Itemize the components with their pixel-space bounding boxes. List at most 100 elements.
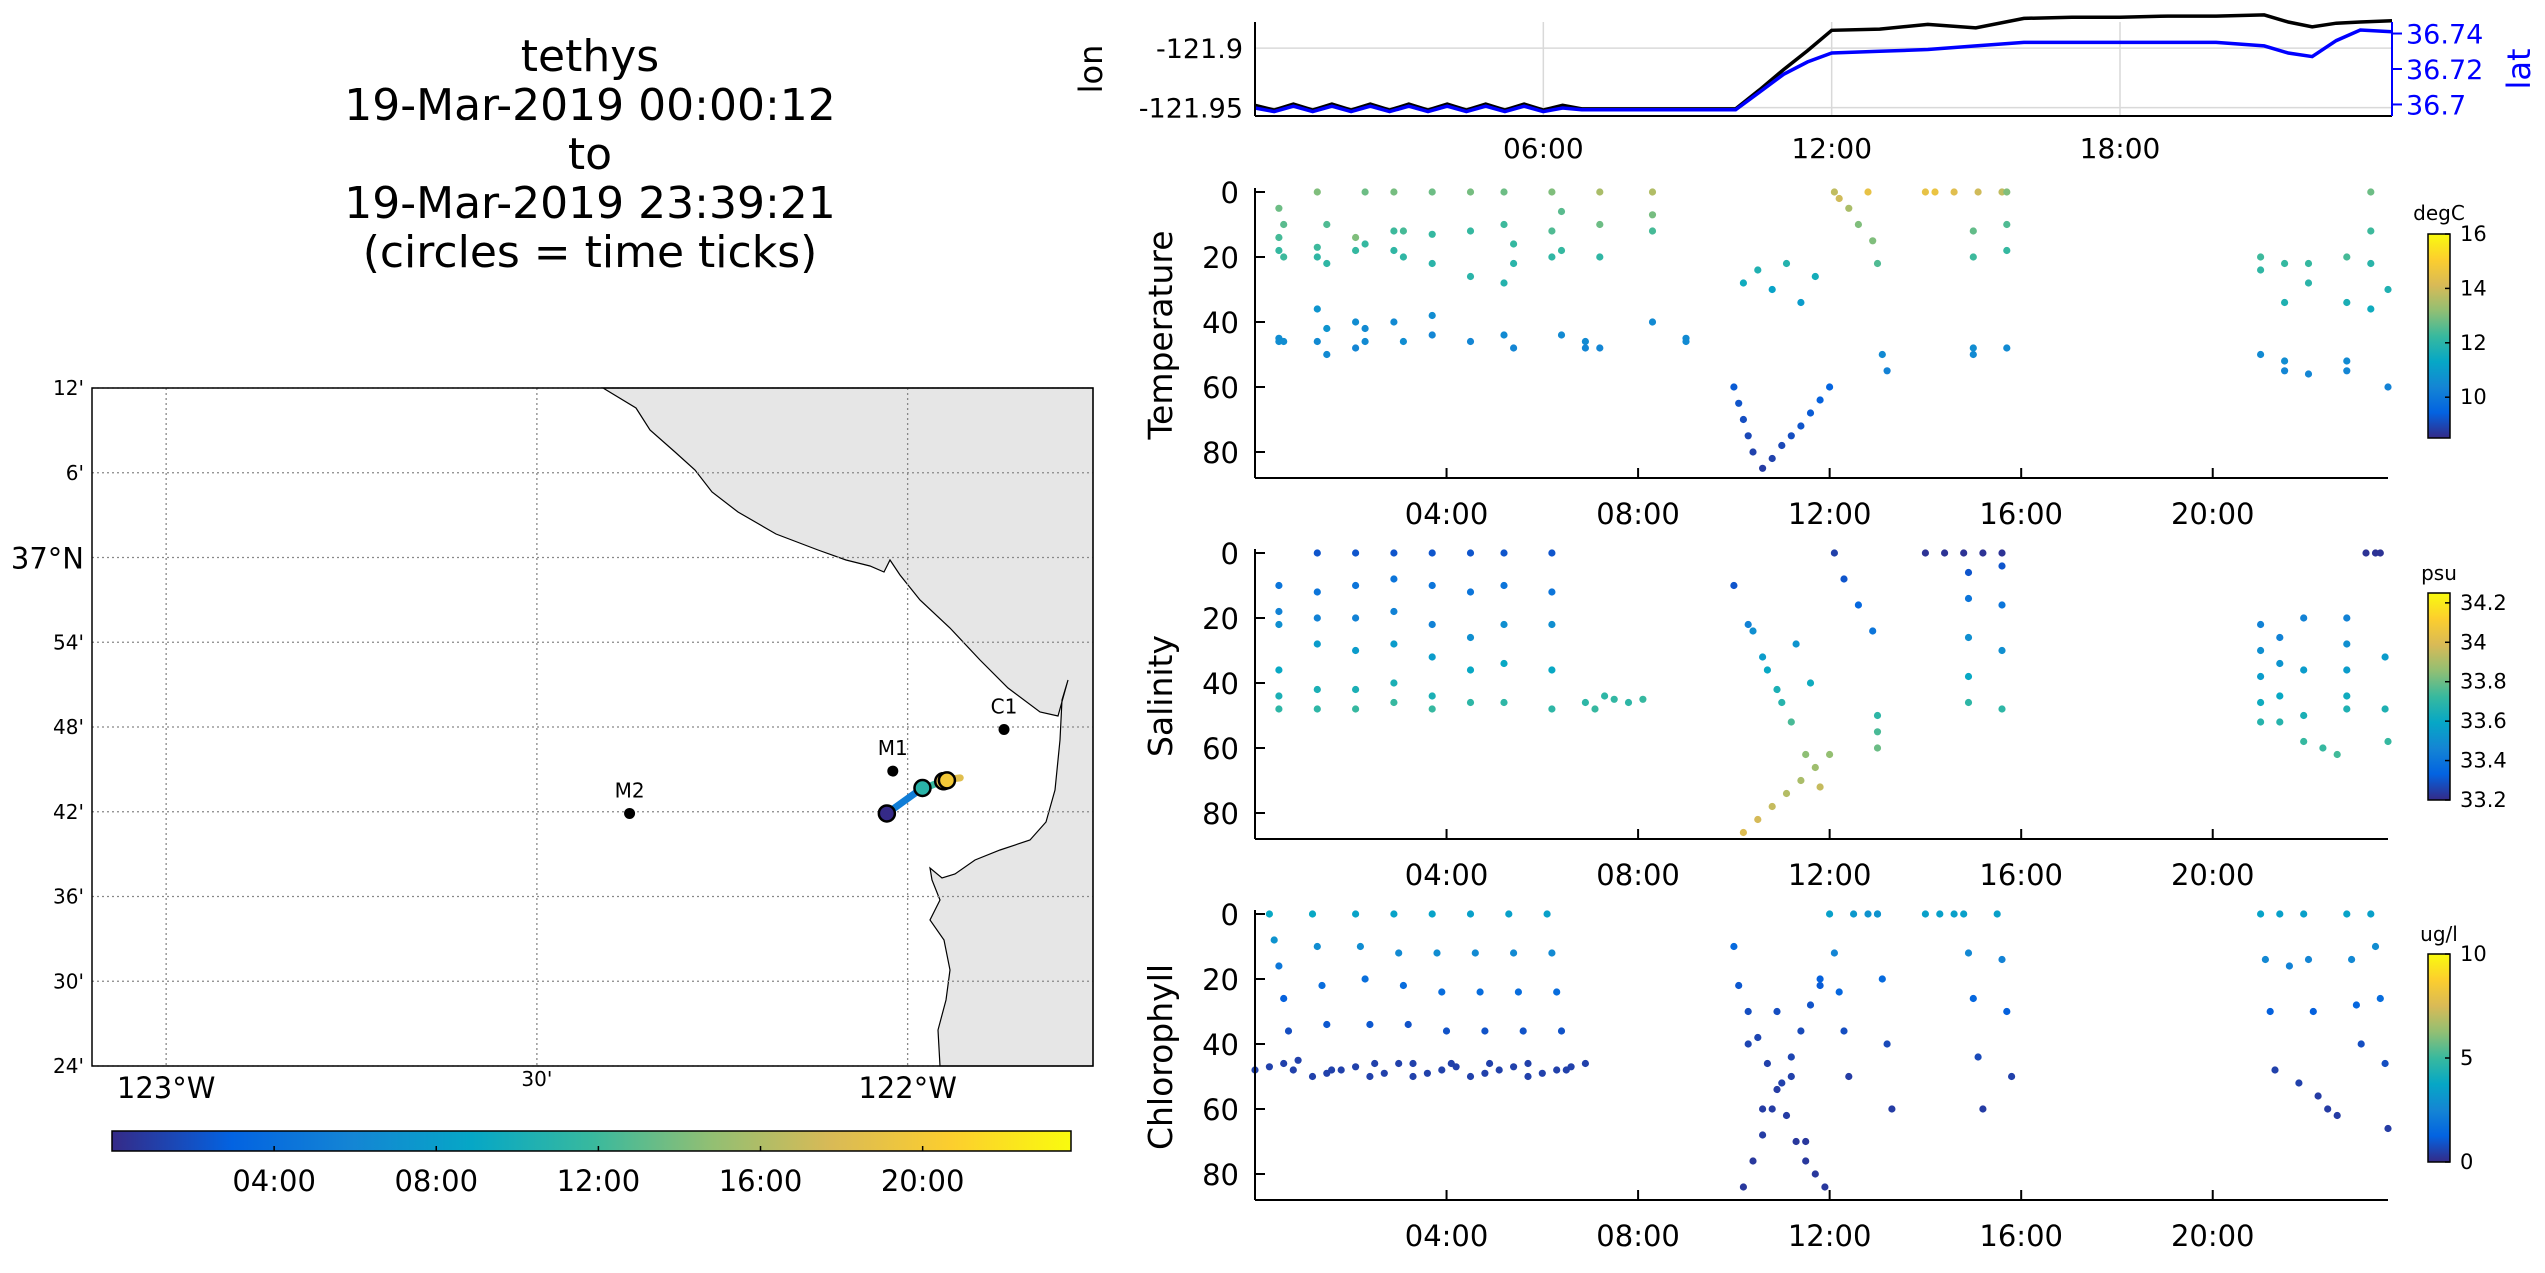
chlorophyll-point [1519, 1027, 1527, 1035]
temperature-point [2367, 227, 2375, 235]
position-x-tick-label: 06:00 [1503, 132, 1584, 165]
temperature-point [1557, 246, 1566, 255]
chlorophyll-point [1270, 936, 1278, 944]
temperature-point [1510, 240, 1518, 248]
salinity-point [1960, 549, 1968, 557]
chlorophyll-point [1404, 1020, 1412, 1029]
chlorophyll-colorbar-tick-label: 0 [2460, 1150, 2473, 1174]
salinity-point [1591, 705, 1599, 713]
salinity-point [1921, 549, 1929, 557]
chlorophyll-point [1510, 1063, 1518, 1071]
salinity-point [2300, 711, 2308, 720]
chlorophyll-point [1371, 1059, 1379, 1068]
temperature-point [2003, 188, 2011, 196]
salinity-colorbar-tick-label: 34 [2460, 630, 2487, 654]
temperature-point [1768, 454, 1776, 463]
chlorophyll-y-tick-label: 20 [1202, 963, 1239, 997]
time-tick-circle [877, 804, 897, 823]
chlorophyll-point [1481, 1069, 1489, 1077]
temperature-x-tick-label: 12:00 [1788, 497, 1872, 531]
salinity-point [1548, 705, 1556, 713]
chlorophyll-point [2261, 955, 2269, 964]
salinity-point [1500, 549, 1508, 557]
temperature-point [1730, 383, 1738, 391]
temperature-point [1352, 246, 1360, 255]
salinity-axis-label: Salinity [1141, 635, 1180, 757]
chlorophyll-point [1960, 910, 1968, 918]
salinity-point [1390, 575, 1398, 583]
chlorophyll-point [1873, 910, 1882, 918]
chlorophyll-point [1735, 981, 1743, 990]
temperature-point [1390, 188, 1398, 196]
salinity-point [1548, 549, 1556, 557]
chlorophyll-point [1744, 1040, 1752, 1048]
chlorophyll-x-tick-label: 20:00 [2171, 1219, 2255, 1253]
salinity-point [1773, 685, 1781, 694]
chlorophyll-point [1543, 910, 1551, 918]
salinity-point [1548, 666, 1556, 674]
map-lat-tick-label: 54' [53, 630, 84, 654]
salinity-point [1964, 672, 1973, 681]
salinity-point [1352, 705, 1360, 713]
temperature-point [1596, 220, 1604, 229]
salinity-point [1581, 698, 1589, 707]
map-lat-tick-label: 36' [53, 885, 84, 909]
chlorophyll-point [1816, 981, 1824, 990]
temperature-point [1323, 324, 1331, 333]
salinity-point [1854, 601, 1862, 609]
salinity-point [2300, 614, 2308, 622]
position-x-tick-label: 18:00 [2080, 132, 2161, 165]
temperature-point [1648, 211, 1657, 219]
temperature-point [1816, 396, 1824, 404]
map-lat-tick-label: 48' [53, 715, 84, 739]
chlorophyll-point [1265, 1063, 1273, 1071]
temperature-y-tick-label: 80 [1202, 436, 1239, 470]
station-marker [887, 765, 899, 777]
temperature-point [1275, 204, 1283, 212]
chlorophyll-point [1409, 1059, 1417, 1068]
chlorophyll-point [1495, 1066, 1503, 1074]
temperature-point [1869, 237, 1877, 245]
temperature-colorbar [2427, 233, 2451, 439]
chlorophyll-point [1438, 988, 1446, 996]
station-label: C1 [991, 695, 1018, 719]
temperature-point [1845, 204, 1853, 212]
salinity-point [1787, 718, 1795, 726]
chlorophyll-point [1888, 1105, 1896, 1113]
salinity-point [2343, 614, 2351, 622]
temperature-y-tick-label: 20 [1202, 241, 1239, 275]
chlorophyll-point [1352, 1063, 1360, 1071]
salinity-point [1998, 705, 2006, 713]
temperature-point [1811, 272, 1819, 281]
temperature-colorbar-tick-label: 14 [2460, 276, 2487, 300]
salinity-colorbar-tick-label: 33.6 [2460, 709, 2507, 733]
station-marker [624, 807, 636, 819]
chlorophyll-y-tick-label: 40 [1202, 1028, 1239, 1062]
salinity-point [2343, 666, 2351, 674]
chlorophyll-point [1830, 949, 1838, 957]
temperature-point [1361, 240, 1369, 248]
temperature-point [1275, 246, 1283, 255]
salinity-point [1352, 549, 1360, 557]
chlorophyll-point [1787, 1072, 1795, 1081]
lat-tick-label: 36.7 [2406, 90, 2466, 121]
lon-tick-label: -121.95 [1139, 94, 1243, 125]
chlorophyll-point [2276, 910, 2284, 918]
salinity-colorbar-tick-label: 33.4 [2460, 749, 2507, 773]
lon-series-line [1254, 13, 2393, 112]
salinity-point [1998, 646, 2006, 655]
salinity-point [2362, 549, 2370, 557]
temperature-point [1428, 230, 1436, 238]
chlorophyll-point [1275, 962, 1283, 970]
temperature-point [2281, 298, 2289, 307]
temperature-point [2367, 259, 2375, 268]
chlorophyll-point [1428, 910, 1436, 918]
chlorophyll-point [2384, 1124, 2392, 1133]
salinity-point [1763, 666, 1771, 674]
salinity-y-tick-label: 80 [1202, 797, 1239, 831]
salinity-colorbar-label: psu [2421, 561, 2457, 585]
salinity-point [1390, 679, 1398, 687]
chlorophyll-point [1452, 1063, 1460, 1071]
salinity-point [1352, 646, 1360, 655]
temperature-point [1581, 344, 1589, 352]
